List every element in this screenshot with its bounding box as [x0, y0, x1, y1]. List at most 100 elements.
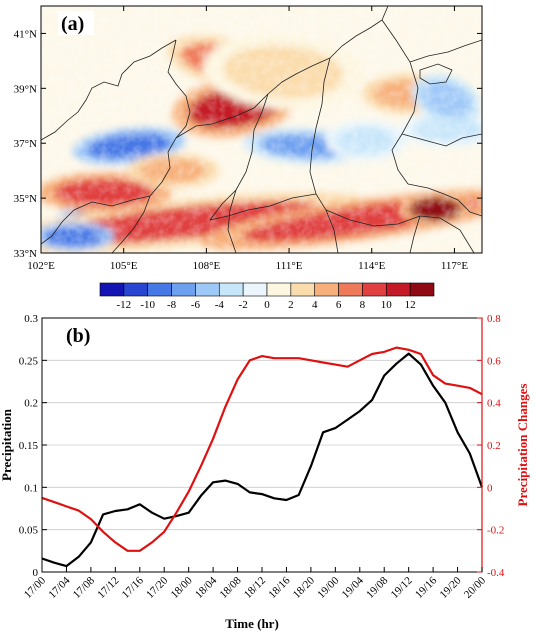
colorbar-swatch — [147, 282, 172, 297]
x-tick-label: 17/08 — [71, 574, 98, 601]
y2-tick-label: 0.2 — [487, 440, 501, 452]
map-panel: 102°E 105°E 108°E 111°E 114°E 117°E 33°N35°N3… — [14, 5, 483, 272]
map-y-tick-label: 37°N — [14, 138, 37, 150]
y-axis-right: -0.4 -0.2 0 0.2 0.4 0.6 0.8 — [477, 313, 505, 579]
x-axis-title: Time (hr) — [225, 616, 279, 631]
line-series — [41, 346, 484, 568]
x-tick-label: 17/00 — [22, 574, 49, 601]
y-tick-label: 0.3 — [24, 313, 38, 325]
colorbar-swatch — [385, 282, 411, 297]
colorbar: -12 -10 -8 -6 -4 -2 0 2 4 6 8 10 12 — [99, 282, 435, 311]
map-x-tick-label: 111°E — [276, 260, 303, 272]
border-line — [175, 57, 331, 139]
x-tick-label: 17/20 — [144, 574, 171, 601]
y-tick-label: 0.2 — [24, 398, 38, 410]
colorbar-swatch — [171, 282, 196, 297]
x-tick-label: 18/12 — [242, 575, 268, 601]
border-line — [419, 63, 453, 85]
y2-tick-label: 0 — [487, 482, 493, 494]
y2-tick-label: 0.6 — [487, 355, 501, 367]
x-tick-label: 18/04 — [193, 574, 220, 601]
map-x-tick-label: 114°E — [358, 260, 385, 272]
colorbar-label: -4 — [215, 299, 225, 311]
y-tick-label: 0.05 — [19, 525, 39, 537]
border-line — [41, 195, 151, 245]
border-line — [41, 39, 177, 141]
colorbar-label: -8 — [167, 299, 177, 311]
map-y-tick-label: 39°N — [14, 83, 37, 95]
border-line — [329, 6, 389, 59]
map-x-tick-label: 105°E — [110, 260, 138, 272]
x-tick-label: 19/20 — [437, 574, 464, 601]
panel-a-label-box — [58, 11, 94, 35]
colorbar-swatch — [362, 282, 387, 297]
colorbar-label: 10 — [381, 299, 393, 311]
y2-tick-label: 0.8 — [487, 313, 501, 325]
x-tick-label: 18/16 — [266, 574, 293, 601]
y2-tick-label: 0.4 — [487, 398, 501, 410]
colorbar-label: -10 — [140, 299, 155, 311]
precipitation-line — [41, 352, 484, 568]
y-tick-label: 0.15 — [19, 440, 39, 452]
x-tick-label: 18/08 — [217, 574, 244, 601]
colorbar-label: 8 — [360, 299, 366, 311]
colorbar-label: 0 — [264, 299, 270, 311]
border-line — [401, 133, 482, 147]
colorbar-label: -2 — [239, 299, 248, 311]
y2-tick-label: -0.2 — [487, 525, 504, 537]
y-axis-right-title: Precipitation Changes — [515, 384, 530, 507]
border-line — [111, 39, 191, 253]
x-tick-label: 18/00 — [169, 574, 196, 601]
map-y-tick-label: 35°N — [14, 193, 37, 205]
border-line — [325, 209, 475, 253]
gridlines — [42, 359, 482, 531]
colorbar-swatch — [242, 282, 268, 297]
x-tick-label: 19/04 — [340, 574, 367, 601]
panel-a-label: (a) — [61, 13, 84, 35]
precip-field — [41, 6, 482, 253]
y-axis-left-title: Precipitation — [0, 408, 14, 481]
map-x-tick-label: 108°E — [193, 260, 221, 272]
colorbar-label: 12 — [405, 299, 416, 311]
map-x-axis: 102°E 105°E 108°E 111°E 114°E 117°E — [27, 6, 468, 272]
x-tick-label: 19/08 — [364, 574, 391, 601]
x-tick-label: 19/12 — [389, 575, 415, 601]
colorbar-label: 4 — [312, 299, 318, 311]
y-tick-label: 0.25 — [19, 355, 39, 367]
colorbar-swatch — [123, 282, 149, 297]
y-tick-label: 0.1 — [24, 482, 38, 494]
colorbar-swatch — [266, 282, 292, 297]
border-line — [409, 39, 482, 63]
border-line — [227, 189, 237, 253]
colorbar-swatch — [218, 282, 244, 297]
y2-tick-label: -0.4 — [487, 567, 505, 579]
panel-b-label: (b) — [66, 325, 90, 347]
border-line — [407, 183, 482, 217]
border-line — [381, 19, 419, 185]
x-tick-label: 19/00 — [315, 574, 342, 601]
map-frame — [40, 5, 483, 254]
x-tick-label: 17/04 — [46, 574, 73, 601]
x-tick-label: 18/20 — [291, 574, 318, 601]
map-y-tick-label: 33°N — [14, 248, 37, 260]
map-y-tick-label: 41°N — [14, 28, 37, 40]
border-line — [409, 215, 421, 253]
colorbar-label: 6 — [336, 299, 342, 311]
colorbar-swatch — [409, 282, 435, 297]
x-tick-label: 17/16 — [120, 574, 147, 601]
colorbar-swatch — [314, 282, 339, 297]
colorbar-label: -12 — [117, 299, 132, 311]
precip-changes-line — [41, 346, 483, 552]
line-chart-panel: 0 0.05 0.1 0.15 0.2 0.25 0.3 -0.4 -0.2 0 0.2 0.4 0.… — [0, 313, 530, 631]
x-tick-label: 17/12 — [95, 575, 121, 601]
border-line — [209, 93, 269, 221]
y-axis-left: 0 0.05 0.1 0.15 0.2 0.25 0.3 — [19, 313, 47, 579]
colorbar-swatch — [338, 282, 363, 297]
colorbar-swatch — [290, 282, 316, 297]
map-x-tick-label: 102°E — [27, 260, 55, 272]
texture-overlay — [41, 6, 482, 253]
colorbar-swatch — [195, 282, 220, 297]
colorbar-label: -6 — [191, 299, 201, 311]
border-line — [209, 193, 317, 221]
